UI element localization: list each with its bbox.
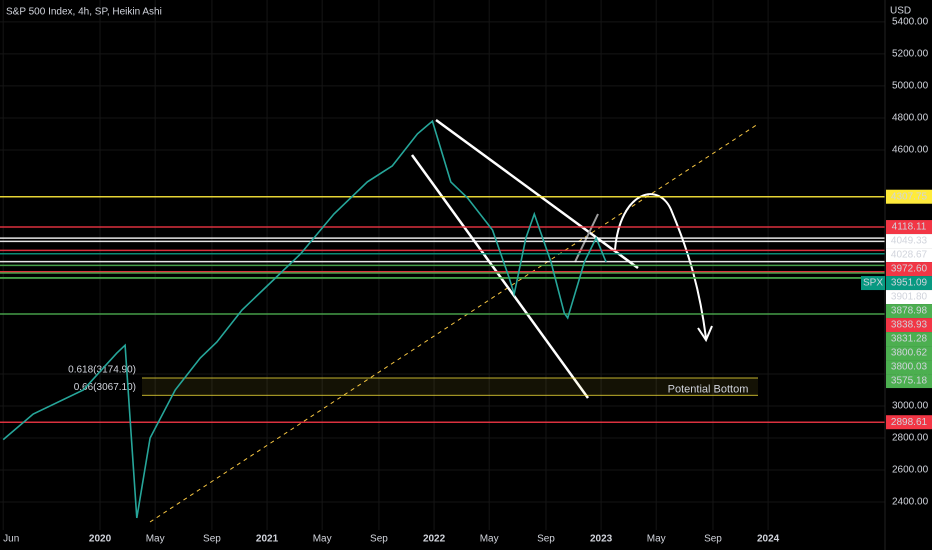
drawings bbox=[149, 118, 759, 523]
level-label: 3878.98 bbox=[891, 306, 928, 317]
symbol-bg bbox=[861, 276, 885, 291]
x-tick-label: May bbox=[480, 534, 499, 545]
level-label-bg bbox=[886, 415, 932, 430]
level-label: 4028.67 bbox=[891, 250, 928, 261]
y-tick-label: 2800.00 bbox=[892, 433, 929, 444]
y-tick-label: 5400.00 bbox=[892, 17, 929, 28]
y-tick-label: 5000.00 bbox=[892, 81, 929, 92]
level-label-bg bbox=[886, 374, 932, 389]
level-label-bg bbox=[886, 262, 932, 277]
x-tick-label: Sep bbox=[370, 534, 388, 545]
wedge-line bbox=[435, 118, 639, 270]
wedge-line bbox=[410, 154, 590, 399]
level-label-bg bbox=[886, 360, 932, 375]
annotation: Potential Bottom bbox=[668, 384, 749, 396]
level-label: 3901.80 bbox=[891, 292, 928, 303]
level-label-bg bbox=[886, 318, 932, 333]
level-label: 3838.93 bbox=[891, 320, 928, 331]
level-label-bg bbox=[886, 220, 932, 235]
level-label-bg bbox=[886, 332, 932, 347]
level-label: 3575.18 bbox=[891, 376, 928, 387]
level-label-bg bbox=[886, 304, 932, 319]
x-tick-label: 2024 bbox=[757, 534, 780, 545]
level-label: 4049.33 bbox=[891, 236, 928, 247]
trend-line bbox=[149, 123, 759, 523]
x-tick-label: Sep bbox=[537, 534, 555, 545]
fib-zone bbox=[142, 377, 758, 396]
level-label-bg bbox=[886, 276, 932, 291]
x-tick-label: May bbox=[146, 534, 165, 545]
x-tick-label: 2022 bbox=[423, 534, 446, 545]
level-label: 4307.75 bbox=[891, 191, 928, 202]
symbol-label: SPX bbox=[863, 278, 883, 289]
level-label: 3951.09 bbox=[891, 278, 928, 289]
level-label-bg bbox=[886, 290, 932, 305]
level-label-bg bbox=[886, 189, 932, 204]
x-tick-label: 2020 bbox=[89, 534, 112, 545]
x-tick-label: May bbox=[313, 534, 332, 545]
chart-title: S&P 500 Index, 4h, SP, Heikin Ashi bbox=[6, 7, 162, 18]
level-label: 2898.61 bbox=[891, 417, 928, 428]
level-label: 3972.60 bbox=[891, 264, 928, 275]
level-label-bg bbox=[886, 346, 932, 361]
y-tick-label: 3000.00 bbox=[892, 401, 929, 412]
price-line bbox=[2, 119, 607, 519]
x-tick-label: Sep bbox=[203, 534, 221, 545]
currency: USD bbox=[890, 6, 911, 17]
forecast-arrow bbox=[614, 193, 707, 339]
y-tick-label: 5200.00 bbox=[892, 49, 929, 60]
x-tick-label: Jun bbox=[3, 534, 19, 545]
level-label: 3800.03 bbox=[891, 362, 928, 373]
level-label: 3831.28 bbox=[891, 334, 928, 345]
level-label: 4118.11 bbox=[892, 222, 927, 233]
level-label: 3800.62 bbox=[891, 348, 928, 359]
plot: 0.618(3174.90)0.66(3067.10) Potential Bot… bbox=[0, 119, 885, 519]
x-tick-label: 2023 bbox=[590, 534, 613, 545]
level-label-bg bbox=[886, 248, 932, 263]
y-tick-label: 2400.00 bbox=[892, 497, 929, 508]
x-tick-label: 2021 bbox=[256, 534, 279, 545]
y-tick-label: 4800.00 bbox=[892, 113, 929, 124]
y-tick-label: 4600.00 bbox=[892, 145, 929, 156]
labels: 5400.005200.005000.004800.004600.003200.… bbox=[3, 0, 932, 550]
level-label-bg bbox=[886, 234, 932, 249]
x-tick-label: May bbox=[647, 534, 666, 545]
y-tick-label: 2600.00 bbox=[892, 465, 929, 476]
fib-label: 0.66(3067.10) bbox=[74, 382, 136, 393]
x-tick-label: Sep bbox=[704, 534, 722, 545]
arrow-head bbox=[697, 325, 713, 343]
